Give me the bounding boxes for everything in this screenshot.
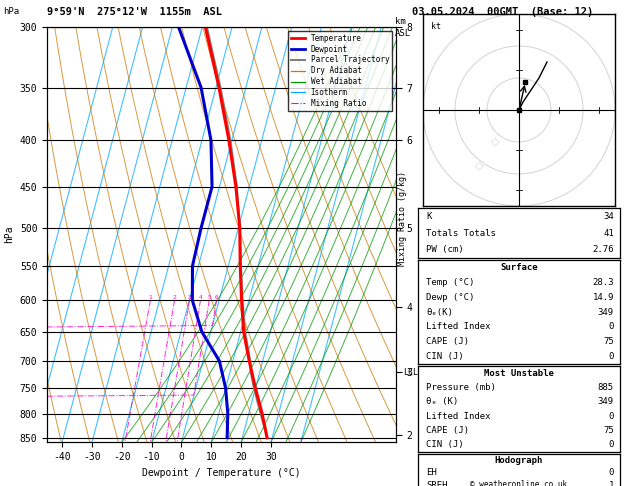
Text: CIN (J): CIN (J)	[426, 440, 464, 450]
Text: km: km	[395, 17, 406, 26]
Text: 6: 6	[214, 295, 218, 300]
Text: 4: 4	[199, 295, 203, 300]
Text: 0: 0	[609, 412, 614, 421]
Text: 0: 0	[609, 352, 614, 361]
Text: Temp (°C): Temp (°C)	[426, 278, 474, 287]
Text: 41: 41	[603, 228, 614, 238]
Text: 349: 349	[598, 308, 614, 316]
Text: 885: 885	[598, 383, 614, 392]
Text: Lifted Index: Lifted Index	[426, 322, 491, 331]
Text: SREH: SREH	[426, 481, 448, 486]
Text: CAPE (J): CAPE (J)	[426, 426, 469, 435]
Text: 1: 1	[148, 295, 152, 300]
Text: CIN (J): CIN (J)	[426, 352, 464, 361]
Text: 9°59'N  275°12'W  1155m  ASL: 9°59'N 275°12'W 1155m ASL	[47, 7, 222, 17]
Text: hPa: hPa	[3, 7, 19, 17]
Text: Lifted Index: Lifted Index	[426, 412, 491, 421]
Text: 0: 0	[609, 440, 614, 450]
Text: 75: 75	[603, 426, 614, 435]
Text: 34: 34	[603, 212, 614, 221]
Text: θₑ(K): θₑ(K)	[426, 308, 453, 316]
X-axis label: Dewpoint / Temperature (°C): Dewpoint / Temperature (°C)	[142, 468, 301, 478]
Text: PW (cm): PW (cm)	[426, 245, 464, 254]
Text: 0: 0	[609, 322, 614, 331]
Text: 14.9: 14.9	[593, 293, 614, 302]
Text: kt: kt	[431, 22, 441, 31]
Text: ◇: ◇	[475, 161, 483, 171]
Text: Most Unstable: Most Unstable	[484, 369, 554, 378]
Text: θₑ (K): θₑ (K)	[426, 398, 459, 406]
Text: Dewp (°C): Dewp (°C)	[426, 293, 474, 302]
Text: Surface: Surface	[500, 263, 538, 272]
Text: EH: EH	[426, 468, 437, 477]
Text: LCL: LCL	[403, 367, 418, 377]
Text: ASL: ASL	[395, 29, 411, 38]
Text: Hodograph: Hodograph	[495, 456, 543, 465]
Text: © weatheronline.co.uk: © weatheronline.co.uk	[470, 480, 567, 486]
Y-axis label: hPa: hPa	[4, 226, 14, 243]
Text: Mixing Ratio (g/kg): Mixing Ratio (g/kg)	[398, 171, 406, 266]
Text: 5: 5	[208, 295, 211, 300]
Text: 1: 1	[609, 481, 614, 486]
Text: 2.76: 2.76	[593, 245, 614, 254]
Text: Totals Totals: Totals Totals	[426, 228, 496, 238]
Legend: Temperature, Dewpoint, Parcel Trajectory, Dry Adiabat, Wet Adiabat, Isotherm, Mi: Temperature, Dewpoint, Parcel Trajectory…	[288, 31, 392, 111]
Text: 0: 0	[609, 468, 614, 477]
Text: 03.05.2024  00GMT  (Base: 12): 03.05.2024 00GMT (Base: 12)	[412, 7, 593, 17]
Text: Pressure (mb): Pressure (mb)	[426, 383, 496, 392]
Text: K: K	[426, 212, 431, 221]
Text: 2: 2	[173, 295, 176, 300]
Text: CAPE (J): CAPE (J)	[426, 337, 469, 346]
Text: ◇: ◇	[491, 137, 499, 147]
Text: 28.3: 28.3	[593, 278, 614, 287]
Text: 349: 349	[598, 398, 614, 406]
Text: 75: 75	[603, 337, 614, 346]
Text: 3: 3	[187, 295, 191, 300]
